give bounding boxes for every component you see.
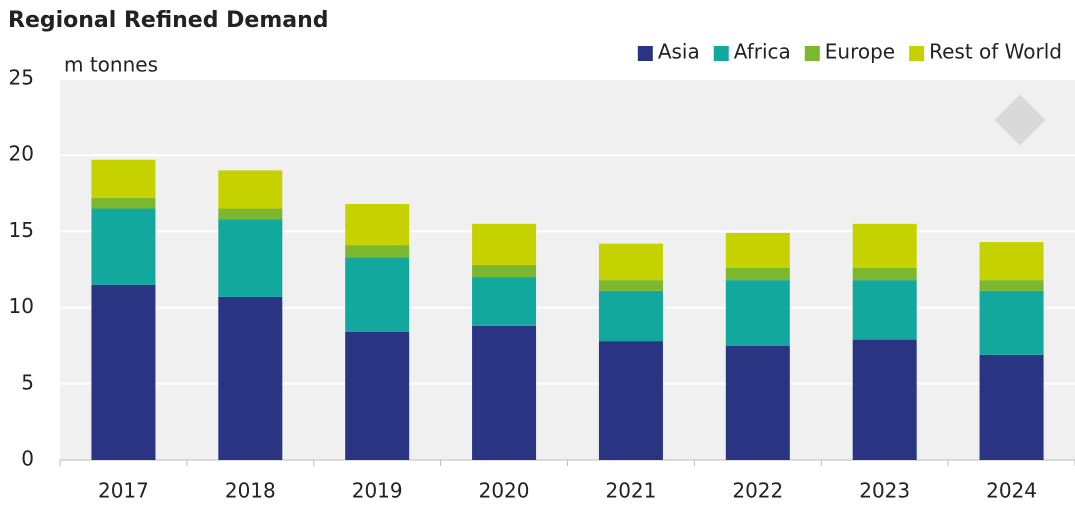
x-tick-label: 2018 bbox=[225, 479, 276, 503]
legend-label: Asia bbox=[658, 40, 700, 64]
bar-segment bbox=[218, 170, 283, 209]
y-tick-label: 0 bbox=[21, 447, 34, 471]
bar-segment bbox=[345, 331, 410, 460]
y-tick-label: 10 bbox=[9, 294, 34, 318]
legend-swatch bbox=[713, 46, 729, 61]
x-tick-label: 2017 bbox=[98, 479, 149, 503]
legend-swatch bbox=[804, 46, 820, 61]
legend-label: Europe bbox=[825, 40, 895, 64]
y-tick-label: 20 bbox=[9, 142, 34, 166]
bar-segment bbox=[598, 341, 663, 460]
y-tick-label: 25 bbox=[9, 66, 34, 90]
bar-segment bbox=[345, 245, 410, 258]
chart-title: Regional Refined Demand bbox=[8, 8, 329, 33]
bar-segment bbox=[218, 219, 283, 297]
bar-segment bbox=[91, 284, 156, 460]
bar-segment bbox=[472, 277, 537, 326]
bar-segment bbox=[852, 339, 917, 460]
bar-segment bbox=[979, 242, 1044, 281]
x-tick-label: 2020 bbox=[479, 479, 530, 503]
bar-segment bbox=[218, 296, 283, 460]
bar-segment bbox=[345, 257, 410, 332]
bar-segment bbox=[852, 267, 917, 281]
bar-segment bbox=[725, 280, 790, 346]
bar-segment bbox=[472, 264, 537, 278]
bar-segment bbox=[979, 280, 1044, 291]
bar-segment bbox=[979, 354, 1044, 460]
plot-background bbox=[60, 79, 1075, 460]
bar-segment bbox=[472, 325, 537, 460]
bar-segment bbox=[725, 232, 790, 268]
legend-label: Africa bbox=[734, 40, 791, 64]
y-tick-label: 5 bbox=[21, 370, 34, 394]
bar-segment bbox=[725, 267, 790, 281]
bar-segment bbox=[852, 280, 917, 340]
bar-segment bbox=[218, 208, 283, 220]
bar-segment bbox=[472, 223, 537, 265]
bar-segment bbox=[725, 345, 790, 460]
legend-swatch bbox=[637, 46, 653, 61]
bar-segment bbox=[979, 290, 1044, 355]
legend-swatch bbox=[909, 46, 925, 61]
x-tick-label: 2024 bbox=[986, 479, 1037, 503]
bar-segment bbox=[91, 208, 156, 285]
bar-segment bbox=[345, 203, 410, 246]
legend-label: Rest of World bbox=[929, 40, 1062, 64]
x-tick-label: 2023 bbox=[859, 479, 910, 503]
bar-segment bbox=[598, 280, 663, 291]
bar-segment bbox=[91, 159, 156, 198]
x-tick-label: 2021 bbox=[605, 479, 656, 503]
bar-segment bbox=[598, 243, 663, 281]
x-tick-label: 2022 bbox=[732, 479, 783, 503]
x-tick-label: 2019 bbox=[352, 479, 403, 503]
watermark bbox=[994, 94, 1046, 146]
bar-segment bbox=[852, 223, 917, 268]
y-tick-label: 15 bbox=[9, 218, 34, 242]
bar-segment bbox=[91, 197, 156, 209]
y-axis-label: m tonnes bbox=[64, 53, 158, 77]
bar-segment bbox=[598, 290, 663, 342]
